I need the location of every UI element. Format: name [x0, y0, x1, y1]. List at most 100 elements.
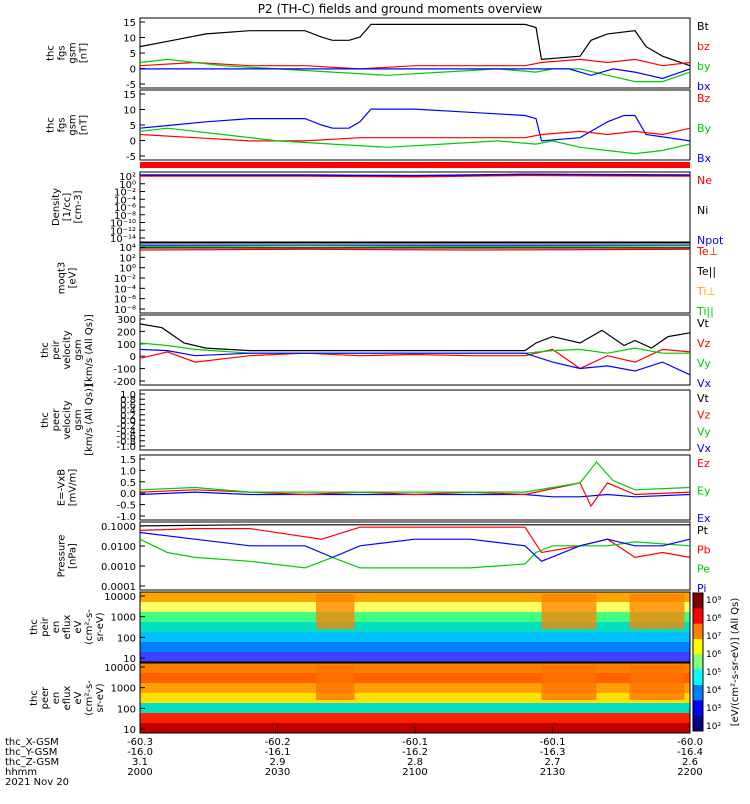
y-tick-label: 10 [123, 106, 136, 117]
y-axis-label: gsm [73, 409, 84, 430]
series-line [139, 538, 691, 569]
series-line [140, 68, 691, 80]
y-axis-label: E=-VxB [57, 469, 68, 506]
y-tick-label: 10² [119, 172, 136, 183]
series-line [140, 174, 691, 178]
legend-entry: Ti|| [696, 305, 714, 318]
panel-frame [139, 17, 691, 89]
legend-entry: Vt [697, 392, 710, 405]
x-tick-label: 2.6 [682, 757, 698, 768]
panel-frame [139, 591, 691, 663]
spectrogram-band [140, 622, 690, 633]
colorbar-tick-label: 10² [706, 722, 721, 732]
series-line [139, 248, 691, 251]
series-line [139, 245, 691, 248]
y-tick-label: 100 [117, 704, 136, 715]
y-axis-label: [1/cc] [62, 193, 73, 222]
legend-entry: Npot [697, 234, 724, 247]
x-tick-label: -16.1 [265, 747, 291, 758]
legend-entry: Bz [697, 92, 711, 105]
y-tick-label: 15 [123, 90, 136, 101]
series-line [140, 174, 691, 177]
legend-entry: Vz [697, 409, 711, 422]
y-tick-label: -1.0 [116, 512, 136, 523]
series-line [139, 524, 690, 527]
y-axis-label: eflux [62, 686, 73, 711]
x-tick-label: -60.2 [265, 737, 291, 748]
legend-entry: Vy [697, 357, 711, 370]
y-tick-label: -0.6 [116, 432, 136, 443]
y-axis-label: [nT] [79, 115, 90, 135]
y-tick-label: 0.2 [120, 411, 136, 422]
legend-entry: Ni [697, 204, 708, 217]
legend-entry: Pi [697, 582, 706, 595]
y-tick-label: 0.8 [120, 395, 136, 406]
y-tick-label: 10⁻¹² [110, 226, 136, 237]
series-line [139, 461, 691, 493]
spectrogram-band [140, 683, 690, 694]
x-tick-label: -16.3 [540, 747, 566, 758]
y-tick-label: 10⁻⁶ [114, 203, 136, 214]
y-tick-label: 10⁰ [119, 180, 136, 191]
colorbar-swatch [693, 593, 703, 609]
y-tick-label: 10⁻⁶ [114, 295, 136, 306]
colorbar-swatch [693, 700, 703, 717]
colorbar-swatch [693, 654, 703, 671]
x-tick-label: 3.1 [132, 757, 148, 768]
y-tick-label: 1000 [111, 613, 136, 624]
y-tick-label: -0.5 [116, 501, 136, 512]
y-axis-label: fgs [57, 45, 68, 60]
legend-entry: Pt [697, 524, 709, 537]
y-tick-label: 0.4 [120, 406, 136, 417]
series-line [139, 23, 691, 67]
x-axis-row-label: thc_Y-GSM [5, 747, 57, 758]
y-axis-label: peer [51, 408, 62, 432]
y-axis-label: Pressure [57, 535, 68, 578]
x-tick-label: -60.1 [540, 737, 566, 748]
legend-entry: Pe [697, 563, 710, 576]
x-tick-label: -16.2 [402, 747, 428, 758]
panel-frame [139, 389, 691, 451]
x-tick-label: 2200 [677, 767, 702, 778]
y-tick-label: 0 [130, 65, 136, 76]
series-line [139, 127, 691, 142]
y-axis-label: gsm [68, 42, 79, 63]
x-tick-label: -60.3 [127, 737, 153, 748]
y-axis-label: [nPa] [68, 543, 79, 569]
y-axis-label: thc [46, 117, 57, 133]
y-tick-label: 0 [130, 137, 136, 148]
y-axis-label: thc [29, 619, 40, 635]
y-tick-label: 10² [119, 253, 136, 264]
y-axis-label: sr-eV) [95, 612, 106, 641]
legend-entry: Vx [697, 377, 712, 390]
spectrogram-band [140, 592, 690, 603]
y-tick-label: 10⁴ [119, 243, 136, 254]
colorbar-swatch [693, 608, 703, 625]
y-tick-label: 0.5 [120, 478, 136, 489]
x-tick-label: 2030 [265, 767, 290, 778]
y-axis-label: eV [73, 620, 84, 633]
y-axis-label: [km/s (All Qs)] [84, 314, 95, 386]
y-axis-label: gsm [68, 114, 79, 135]
x-tick-label: 2.8 [407, 757, 423, 768]
y-tick-label: 10 [123, 34, 136, 45]
spectrogram-band [140, 693, 690, 704]
spectrogram-feature [541, 665, 597, 700]
x-axis-row-label: thc_X-GSM [5, 737, 59, 748]
series-line [139, 108, 691, 142]
panel-frame [139, 242, 691, 314]
x-axis-row-label: thc_Z-GSM [5, 757, 59, 768]
spectrogram-feature [541, 594, 597, 629]
colorbar-tick-label: 10⁸ [706, 614, 721, 624]
spectrogram-band [140, 642, 690, 653]
legend-entry: Te|| [696, 265, 716, 278]
y-axis-label: [mV/m] [68, 469, 79, 507]
y-axis-label: peir [40, 616, 51, 636]
spectrogram-band [140, 652, 690, 663]
y-tick-label: 10⁻⁸ [114, 211, 136, 222]
y-axis-label: [cm-3] [73, 190, 84, 223]
y-tick-label: -100 [113, 365, 136, 376]
legend-entry: Ti⊥ [696, 285, 716, 298]
y-tick-label: 1.0 [120, 390, 136, 401]
